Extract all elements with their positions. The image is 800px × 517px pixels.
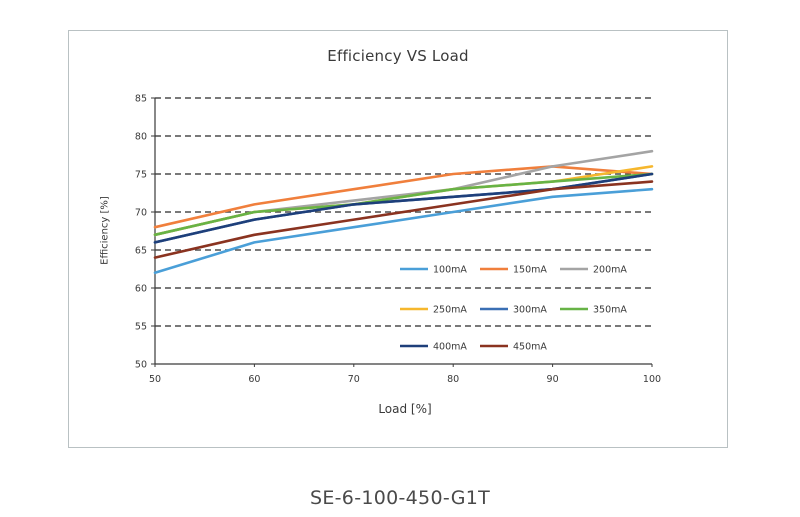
series-line-100mA bbox=[153, 187, 654, 275]
y-tick-label-70: 70 bbox=[135, 208, 147, 219]
legend-label-450mA: 450mA bbox=[513, 342, 547, 353]
y-tick-label-75: 75 bbox=[135, 170, 147, 181]
x-tick-label-90: 90 bbox=[547, 374, 559, 385]
legend-label-350mA: 350mA bbox=[593, 305, 627, 316]
y-tick-label-65: 65 bbox=[135, 246, 147, 257]
legend-label-150mA: 150mA bbox=[513, 265, 547, 276]
x-tick-label-80: 80 bbox=[447, 374, 459, 385]
x-tick-label-100: 100 bbox=[643, 374, 661, 385]
y-tick-label-50: 50 bbox=[135, 360, 147, 371]
series-line-350mA bbox=[153, 172, 654, 237]
x-axis-label: Load [%] bbox=[378, 402, 432, 416]
model-caption: SE-6-100-450-G1T bbox=[309, 487, 491, 509]
legend-label-100mA: 100mA bbox=[433, 265, 467, 276]
x-tick-label-60: 60 bbox=[248, 374, 260, 385]
series-line-450mA bbox=[153, 180, 654, 259]
legend-label-250mA: 250mA bbox=[433, 305, 467, 316]
legend-label-400mA: 400mA bbox=[433, 342, 467, 353]
y-tick-label-55: 55 bbox=[135, 322, 147, 333]
x-tick-label-50: 50 bbox=[149, 374, 161, 385]
x-tick-label-70: 70 bbox=[348, 374, 360, 385]
chart-title: Efficiency VS Load bbox=[327, 47, 469, 65]
y-tick-label-60: 60 bbox=[135, 284, 147, 295]
series-line-200mA bbox=[153, 149, 654, 237]
series-line-400mA bbox=[153, 172, 654, 244]
y-tick-label-85: 85 bbox=[135, 94, 147, 105]
y-tick-label-80: 80 bbox=[135, 132, 147, 143]
chart-frame bbox=[68, 30, 728, 448]
series-line-150mA bbox=[153, 165, 654, 229]
legend-label-300mA: 300mA bbox=[513, 305, 547, 316]
legend-label-200mA: 200mA bbox=[593, 265, 627, 276]
